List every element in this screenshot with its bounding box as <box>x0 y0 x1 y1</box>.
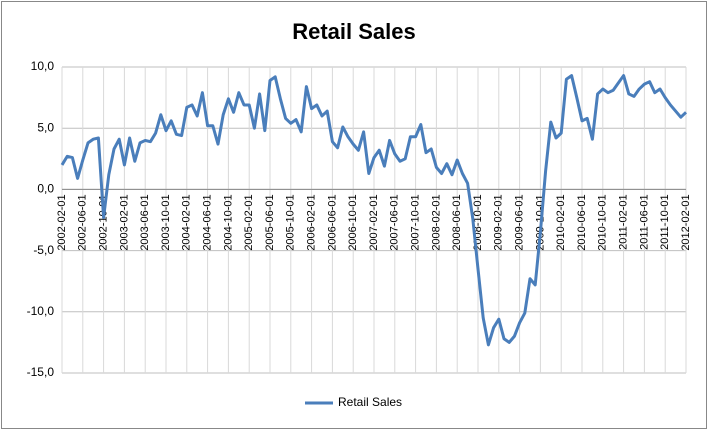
x-tick-label: 2009-06-01 <box>514 194 526 250</box>
x-tick-label: 2012-02-01 <box>680 194 692 250</box>
x-tick-label: 2009-02-01 <box>493 194 505 250</box>
x-tick-label: 2007-10-01 <box>410 194 422 250</box>
x-tick-label: 2003-02-01 <box>118 194 130 250</box>
x-tick-label: 2007-02-01 <box>368 194 380 250</box>
x-tick-label: 2008-02-01 <box>430 194 442 250</box>
x-tick-label: 2006-02-01 <box>306 194 318 250</box>
y-tick-label: 5,0 <box>37 120 54 134</box>
x-tick-label: 2010-02-01 <box>555 194 567 250</box>
x-tick-label: 2006-06-01 <box>326 194 338 250</box>
x-tick-label: 2003-06-01 <box>139 194 151 250</box>
x-tick-label: 2005-06-01 <box>264 194 276 250</box>
y-tick-label: 0,0 <box>37 182 54 196</box>
x-tick-label: 2004-06-01 <box>202 194 214 250</box>
line-series <box>60 74 688 347</box>
x-tick-label: 2007-06-01 <box>389 194 401 250</box>
x-tick-label: 2004-02-01 <box>181 194 193 250</box>
x-tick-label: 2004-10-01 <box>222 194 234 250</box>
x-tick-label: 2010-10-01 <box>597 194 609 250</box>
x-tick-label: 2011-10-01 <box>659 194 671 249</box>
x-tick-label: 2006-10-01 <box>347 194 359 250</box>
x-tick-label: 2011-06-01 <box>638 194 650 249</box>
x-tick-label: 2010-06-01 <box>576 194 588 250</box>
x-tick-label: 2002-06-01 <box>77 194 89 250</box>
x-tick-label: 2005-10-01 <box>285 194 297 250</box>
y-tick-label: -5,0 <box>33 243 54 257</box>
x-tick-label: 2011-02-01 <box>618 194 630 249</box>
chart-title: Retail Sales <box>292 19 416 44</box>
x-tick-label: 2002-10-01 <box>98 194 110 250</box>
x-tick-label: 2002-02-01 <box>56 194 68 250</box>
y-tick-label: 10,0 <box>31 59 55 73</box>
y-tick-label: -15,0 <box>27 365 55 379</box>
legend-label: Retail Sales <box>338 395 402 409</box>
x-tick-label: 2003-10-01 <box>160 194 172 250</box>
x-tick-label: 2008-06-01 <box>451 194 463 250</box>
y-tick-label: -10,0 <box>27 304 55 318</box>
x-tick-label: 2005-02-01 <box>243 194 255 250</box>
